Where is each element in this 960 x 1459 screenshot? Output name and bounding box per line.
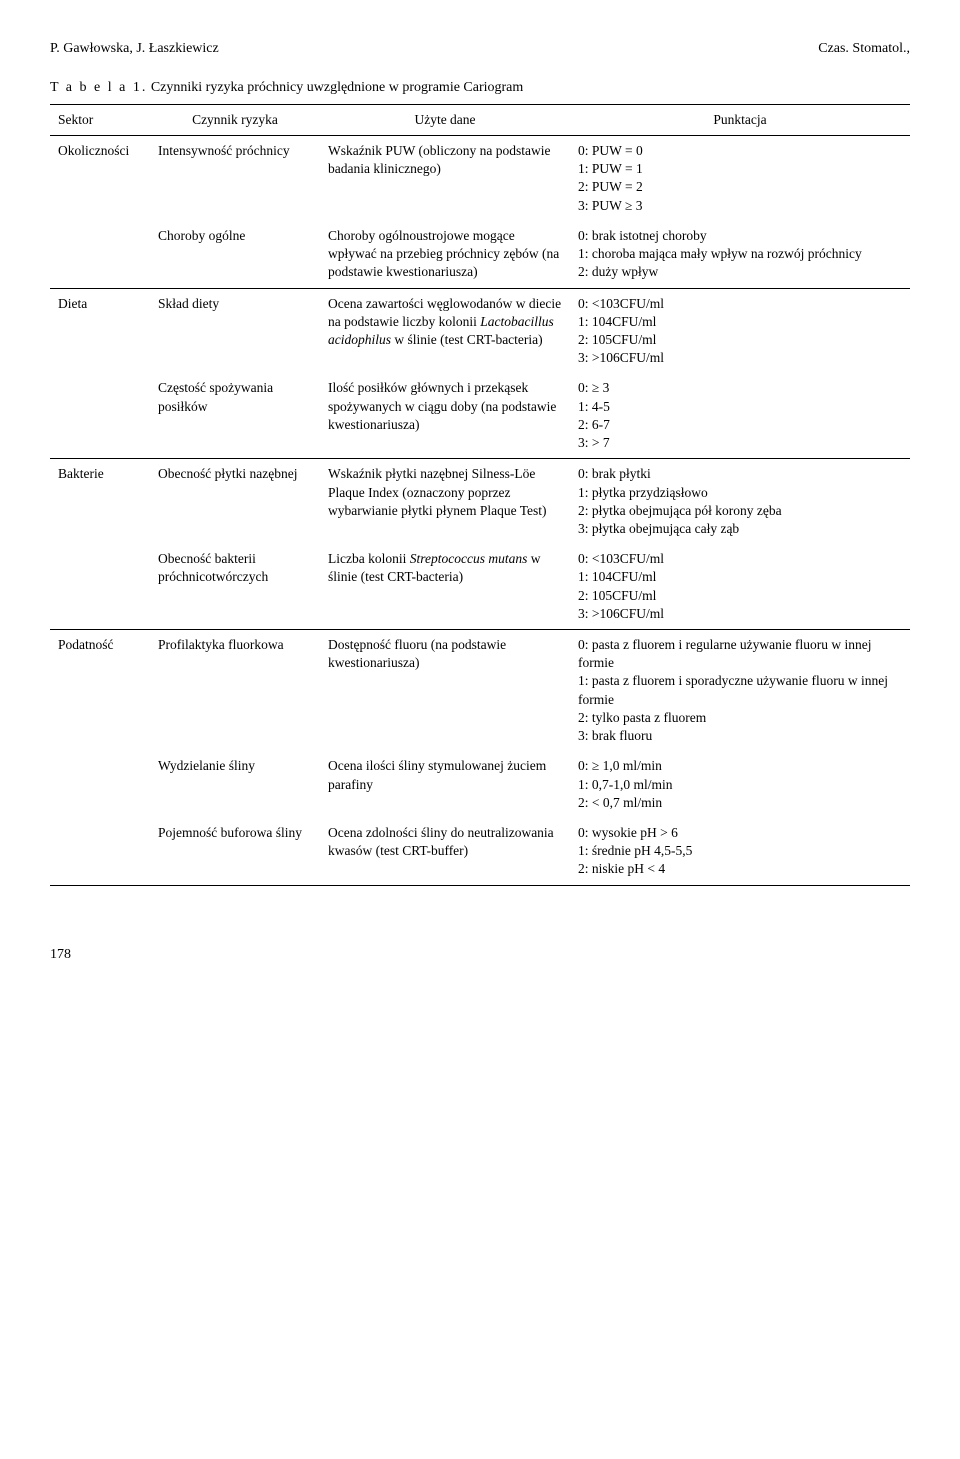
cell-sector	[50, 544, 150, 629]
table-row: BakterieObecność płytki nazębnejWskaźnik…	[50, 459, 910, 544]
cell-data: Wskaźnik płytki nazębnej Silness-Löe Pla…	[320, 459, 570, 544]
risk-factors-table: Sektor Czynnik ryzyka Użyte dane Punktac…	[50, 104, 910, 886]
table-row: DietaSkład dietyOcena zawartości węglowo…	[50, 288, 910, 373]
cell-factor: Częstość spożywania posiłków	[150, 373, 320, 458]
col-header-data: Użyte dane	[320, 104, 570, 135]
cell-factor: Wydzielanie śliny	[150, 751, 320, 818]
cell-score: 0: brak istotnej choroby1: choroba mając…	[570, 221, 910, 288]
page-number: 178	[50, 946, 910, 965]
table-row: Częstość spożywania posiłkówIlość posiłk…	[50, 373, 910, 458]
cell-data: Dostępność fluoru (na podstawie kwestion…	[320, 630, 570, 752]
table-row: PodatnośćProfilaktyka fluorkowaDostępnoś…	[50, 630, 910, 752]
cell-sector: Dieta	[50, 288, 150, 373]
header-authors: P. Gawłowska, J. Łaszkiewicz	[50, 40, 219, 59]
table-row: Wydzielanie ślinyOcena ilości śliny stym…	[50, 751, 910, 818]
cell-data: Ocena ilości śliny stymulowanej żuciem p…	[320, 751, 570, 818]
cell-data: Choroby ogólnoustrojowe mogące wpływać n…	[320, 221, 570, 288]
cell-factor: Obecność płytki nazębnej	[150, 459, 320, 544]
table-title: Czynniki ryzyka próchnicy uwzględnione w…	[151, 80, 523, 95]
cell-score: 0: brak płytki1: płytka przydziąsłowo2: …	[570, 459, 910, 544]
cell-score: 0: ≥ 1,0 ml/min1: 0,7-1,0 ml/min2: < 0,7…	[570, 751, 910, 818]
cell-factor: Pojemność buforowa śliny	[150, 818, 320, 885]
cell-sector: Podatność	[50, 630, 150, 752]
cell-sector: Okoliczności	[50, 136, 150, 221]
table-row: OkolicznościIntensywność próchnicyWskaźn…	[50, 136, 910, 221]
cell-factor: Obecność bakterii próchnicotwórczych	[150, 544, 320, 629]
header-journal: Czas. Stomatol.,	[818, 40, 910, 59]
cell-score: 0: ≥ 31: 4-52: 6-73: > 7	[570, 373, 910, 458]
table-row: Obecność bakterii próchnicotwórczychLicz…	[50, 544, 910, 629]
cell-sector	[50, 818, 150, 885]
cell-factor: Choroby ogólne	[150, 221, 320, 288]
cell-factor: Profilaktyka fluorkowa	[150, 630, 320, 752]
col-header-factor: Czynnik ryzyka	[150, 104, 320, 135]
cell-data: Ocena zdolności śliny do neutralizowania…	[320, 818, 570, 885]
cell-score: 0: PUW = 01: PUW = 12: PUW = 23: PUW ≥ 3	[570, 136, 910, 221]
cell-data: Wskaźnik PUW (obliczony na podstawie bad…	[320, 136, 570, 221]
table-label: T a b e l a 1.	[50, 80, 147, 95]
col-header-score: Punktacja	[570, 104, 910, 135]
cell-score: 0: pasta z fluorem i regularne używanie …	[570, 630, 910, 752]
cell-data: Ilość posiłków głównych i przekąsek spoż…	[320, 373, 570, 458]
table-header-row: Sektor Czynnik ryzyka Użyte dane Punktac…	[50, 104, 910, 135]
table-row: Choroby ogólneChoroby ogólnoustrojowe mo…	[50, 221, 910, 288]
cell-sector: Bakterie	[50, 459, 150, 544]
cell-data: Ocena zawartości węglowodanów w diecie n…	[320, 288, 570, 373]
cell-data: Liczba kolonii Streptococcus mutans w śl…	[320, 544, 570, 629]
cell-score: 0: wysokie pH > 61: średnie pH 4,5-5,52:…	[570, 818, 910, 885]
page-header: P. Gawłowska, J. Łaszkiewicz Czas. Stoma…	[50, 40, 910, 59]
cell-factor: Intensywność próchnicy	[150, 136, 320, 221]
cell-score: 0: <103CFU/ml1: 104CFU/ml2: 105CFU/ml3: …	[570, 288, 910, 373]
table-caption: T a b e l a 1. Czynniki ryzyka próchnicy…	[50, 79, 910, 98]
cell-sector	[50, 373, 150, 458]
col-header-sector: Sektor	[50, 104, 150, 135]
cell-sector	[50, 221, 150, 288]
cell-sector	[50, 751, 150, 818]
table-row: Pojemność buforowa ślinyOcena zdolności …	[50, 818, 910, 885]
cell-factor: Skład diety	[150, 288, 320, 373]
cell-score: 0: <103CFU/ml1: 104CFU/ml2: 105CFU/ml3: …	[570, 544, 910, 629]
